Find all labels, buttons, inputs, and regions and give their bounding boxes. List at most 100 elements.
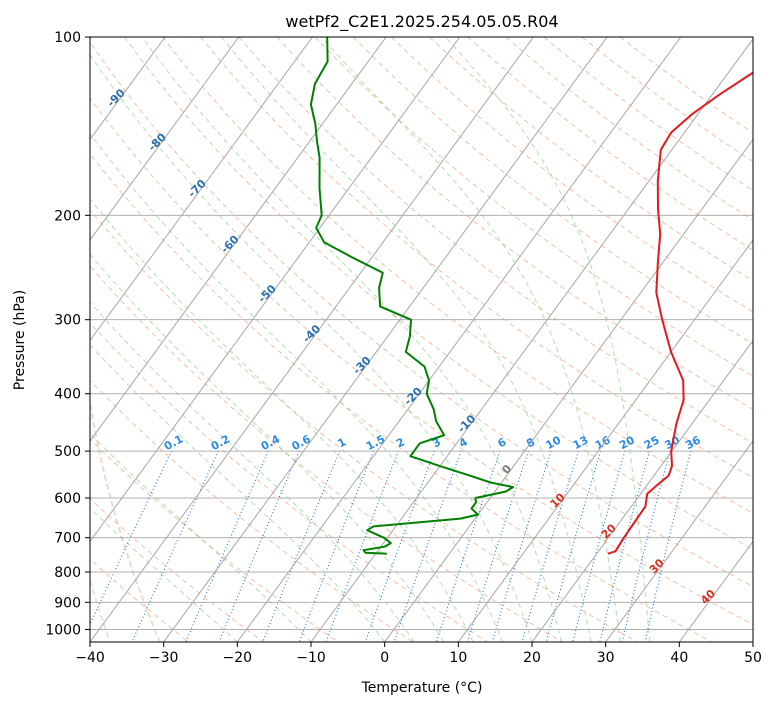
isotherm-label: -30 (350, 354, 373, 377)
isotherm (752, 641, 753, 642)
isotherm (605, 440, 753, 642)
mixing-ratio-line (131, 450, 219, 642)
isotherm (90, 37, 461, 543)
y-tick-label: 400 (54, 387, 81, 403)
dry-adiabat (162, 37, 753, 514)
x-tick-label: 30 (597, 650, 615, 666)
x-tick-label: 10 (449, 650, 467, 666)
dry-adiabat (505, 37, 753, 221)
mixing-ratio-line (90, 450, 172, 626)
moist-adiabat (90, 507, 238, 642)
dry-adiabat (352, 37, 753, 345)
y-tick-label: 700 (54, 531, 81, 547)
dry-adiabat (543, 37, 753, 192)
moist-adiabat (90, 253, 445, 642)
temperature-profile-line (607, 71, 753, 555)
moist-adiabat (90, 132, 503, 642)
dry-adiabat (238, 37, 753, 444)
isotherm-label: -20 (402, 384, 425, 407)
isotherm-label: -80 (146, 130, 169, 153)
y-tick-label: 300 (54, 313, 81, 329)
dry-adiabat (200, 37, 753, 479)
isotherm-label: 0 (500, 462, 515, 477)
moist-adiabat (90, 53, 533, 642)
y-tick-label: 500 (54, 444, 81, 460)
mixing-ratio-label: 0.1 (162, 432, 185, 453)
mixing-ratio-label: 6 (496, 435, 509, 450)
mixing-ratio-line (325, 450, 399, 642)
mixing-ratio-label: 2 (394, 435, 407, 450)
mixing-ratio-line (262, 450, 341, 642)
reference-curve (90, 37, 161, 642)
mixing-ratio-line (545, 450, 602, 642)
isotherm (90, 37, 534, 642)
y-tick-label: 900 (54, 595, 81, 611)
moist-adiabat (320, 37, 621, 642)
plot-area: 0.10.20.40.611.52346810131620253036-100-… (90, 37, 753, 642)
dry-adiabat (90, 497, 264, 642)
isotherm (531, 339, 753, 642)
x-axis-label: Temperature (°C) (361, 680, 483, 696)
isotherm (90, 37, 240, 241)
dry-adiabat (90, 97, 753, 626)
x-tick-label: 50 (744, 650, 762, 666)
mixing-ratio-label: 20 (617, 433, 637, 452)
chart-title: wetPf2_C2E1.2025.254.05.05.R04 (285, 12, 558, 32)
dry-adiabat (90, 379, 414, 642)
dry-adiabat (90, 265, 563, 642)
plot-frame (89, 36, 754, 643)
dry-adiabat (276, 37, 753, 410)
dewpoint-profile-line (309, 37, 514, 555)
mixing-ratio-line (393, 450, 462, 642)
dry-adiabat (90, 438, 339, 642)
mixing-ratio-label: 4 (457, 435, 470, 450)
isotherm (163, 37, 608, 642)
y-tick-label: 100 (54, 30, 81, 46)
x-tick-label: 20 (523, 650, 541, 666)
mixing-ratio-label: 13 (571, 433, 591, 452)
y-tick-label: 600 (54, 491, 81, 507)
isotherm (457, 239, 753, 642)
mixing-ratio-line (644, 450, 692, 642)
isotherm (90, 37, 166, 141)
y-axis: 100 200 300 400 500 600 700 800 900 1000 (45, 30, 90, 638)
mixing-ratio-line (185, 450, 269, 642)
y-tick-label: 200 (54, 208, 81, 224)
x-tick-label: −30 (149, 650, 179, 666)
isotherm-label: 30 (647, 556, 667, 576)
moist-adiabat (90, 432, 312, 642)
dry-adiabat (619, 37, 753, 134)
mixing-ratio-label: 16 (593, 433, 613, 452)
mixing-ratio-line (218, 450, 300, 642)
mixing-ratio-label: 36 (683, 433, 703, 452)
isotherm-label: -70 (185, 177, 208, 200)
x-tick-label: 40 (670, 650, 688, 666)
isotherm-label: -50 (256, 282, 279, 305)
dry-adiabat (90, 558, 190, 642)
moist-adiabat (90, 198, 474, 642)
x-tick-label: −40 (75, 650, 105, 666)
y-axis-label: Pressure (hPa) (12, 290, 28, 390)
x-axis: −40 −30 −20 −10 0 10 20 30 40 50 (75, 642, 762, 666)
isotherm (310, 38, 753, 642)
mixing-ratio-label: 0.2 (209, 432, 232, 453)
dry-adiabat (123, 37, 753, 550)
mixing-ratio-line (466, 450, 530, 642)
mixing-ratio-line (621, 450, 671, 642)
isotherm (678, 540, 753, 642)
mixing-ratio-label: 0.4 (259, 432, 283, 453)
isotherm-label: -40 (300, 322, 323, 345)
mixing-ratio-line (491, 450, 552, 642)
moist-adiabat (445, 37, 651, 642)
x-tick-label: 0 (380, 650, 389, 666)
y-tick-label: 1000 (45, 622, 81, 638)
mixing-ratio-line (572, 450, 626, 642)
y-tick-label: 800 (54, 565, 81, 581)
dry-adiabat (314, 37, 753, 377)
moist-adiabat (90, 344, 386, 642)
mixing-ratio-line (435, 450, 501, 642)
reference-curve (90, 576, 111, 642)
mixing-ratio-label: 25 (642, 433, 662, 452)
isotherm-label: 20 (599, 521, 619, 541)
